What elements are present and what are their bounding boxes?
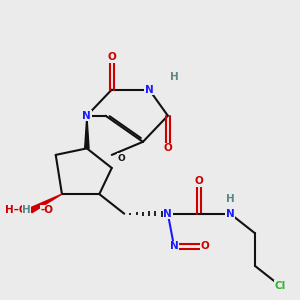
- Text: H: H: [170, 71, 178, 82]
- Text: N: N: [145, 85, 154, 94]
- Text: -O: -O: [40, 206, 53, 215]
- Text: H: H: [22, 206, 31, 215]
- Text: O: O: [195, 176, 203, 186]
- Text: N: N: [226, 209, 235, 219]
- Text: O: O: [117, 154, 125, 163]
- Text: Cl: Cl: [274, 280, 286, 290]
- Polygon shape: [30, 194, 62, 213]
- Text: H: H: [226, 194, 235, 204]
- Text: O: O: [107, 52, 116, 62]
- Text: O: O: [164, 143, 172, 153]
- Text: H–O: H–O: [5, 206, 28, 215]
- Text: N: N: [170, 242, 178, 251]
- Text: N: N: [82, 111, 91, 121]
- Text: N: N: [164, 209, 172, 219]
- Polygon shape: [85, 116, 89, 148]
- Text: O: O: [201, 242, 210, 251]
